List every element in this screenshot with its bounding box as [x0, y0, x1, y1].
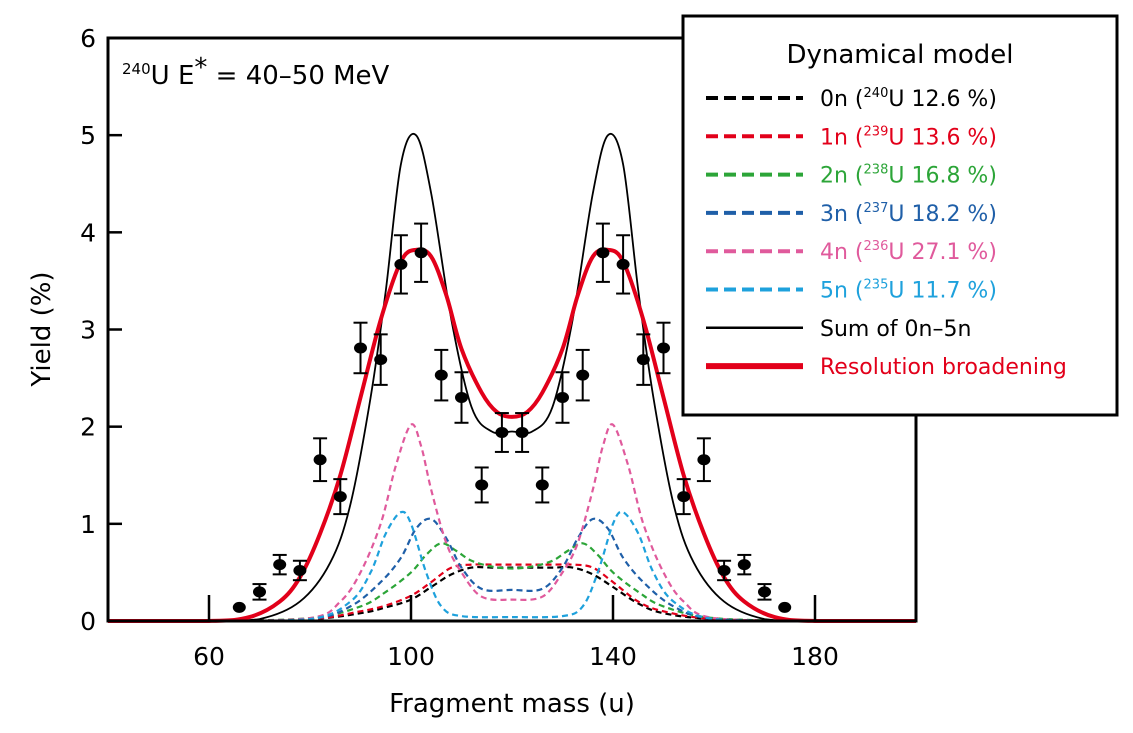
- data-marker: [515, 426, 529, 438]
- data-point: [272, 553, 287, 576]
- legend-label-4n: 4n (236U 27.1 %): [820, 239, 997, 265]
- data-marker: [455, 392, 468, 404]
- legend-label-1n: 1n (239U 13.6 %): [820, 124, 997, 150]
- series-line-4n: [108, 423, 916, 623]
- annotation-star: *: [194, 53, 207, 83]
- data-point: [454, 371, 469, 424]
- data-point: [313, 437, 328, 483]
- data-point: [333, 478, 348, 516]
- x-tick-label: 140: [589, 642, 637, 671]
- legend-label-3n: 3n (237U 18.2 %): [820, 201, 997, 227]
- data-point: [535, 466, 550, 504]
- data-point: [373, 333, 388, 386]
- data-marker: [354, 342, 367, 354]
- x-tick-label: 100: [387, 642, 435, 671]
- data-point: [434, 348, 449, 402]
- annotation-nucleus: U: [151, 61, 170, 91]
- data-marker: [636, 354, 650, 366]
- data-marker: [596, 247, 610, 259]
- data-point: [696, 437, 711, 483]
- data-marker: [758, 586, 771, 598]
- data-marker: [374, 354, 388, 366]
- data-point: [656, 321, 671, 375]
- series-line-sum: [108, 133, 916, 622]
- y-tick-label: 6: [80, 24, 96, 53]
- data-marker: [333, 491, 347, 503]
- data-marker: [535, 479, 549, 491]
- data-marker: [414, 247, 428, 259]
- model-curves: [108, 133, 916, 624]
- data-point: [252, 583, 267, 601]
- series-line-2n: [108, 542, 916, 623]
- legend-box: [681, 14, 1119, 417]
- series-line-5n: [108, 510, 916, 623]
- data-point: [676, 478, 691, 516]
- legend-label-5n: 5n (235U 11.7 %): [820, 278, 997, 304]
- data-marker: [616, 258, 630, 270]
- data-marker: [394, 258, 408, 270]
- series-line-1n: [108, 563, 916, 623]
- data-point: [575, 348, 590, 402]
- data-marker: [677, 491, 691, 503]
- data-marker: [778, 601, 792, 613]
- legend-label-res: Resolution broadening: [820, 355, 1067, 380]
- legend-label-0n: 0n (240U 12.6 %): [820, 86, 997, 112]
- data-point: [555, 371, 570, 424]
- legend: Dynamical model 0n (240U 12.6 %) 1n (239U…: [681, 14, 1119, 417]
- axes: 60 100 140 180 0 1 2 3 4 5 6: [80, 24, 839, 671]
- data-point: [717, 559, 732, 582]
- data-point: [778, 601, 792, 613]
- y-tick-label: 2: [80, 413, 96, 442]
- annotation-label: E: [178, 61, 194, 91]
- x-axis-title: Fragment mass (u): [389, 689, 635, 719]
- data-point: [232, 601, 246, 613]
- data-point: [474, 466, 489, 504]
- data-point: [757, 583, 772, 601]
- y-tick-label: 5: [80, 121, 96, 150]
- data-marker: [717, 564, 731, 576]
- data-marker: [697, 454, 711, 466]
- legend-label-sum: Sum of 0n–5n: [820, 317, 971, 342]
- legend-title: Dynamical model: [786, 40, 1013, 70]
- data-point: [515, 412, 530, 453]
- data-marker: [657, 342, 670, 354]
- x-tick-label: 180: [791, 642, 839, 671]
- data-point: [595, 222, 610, 283]
- y-tick-label: 0: [80, 607, 96, 636]
- annotation-rest: = 40–50 MeV: [207, 61, 389, 91]
- series-line-res: [108, 247, 916, 624]
- legend-label-2n: 2n (238U 16.8 %): [820, 163, 997, 189]
- y-tick-label: 3: [80, 316, 96, 345]
- data-marker: [475, 479, 489, 491]
- data-marker: [232, 601, 246, 613]
- y-tick-label: 4: [80, 218, 96, 247]
- data-point: [414, 222, 429, 283]
- data-point: [393, 234, 408, 295]
- data-point: [737, 553, 752, 576]
- data-marker: [576, 369, 590, 381]
- legend-entries: 0n (240U 12.6 %) 1n (239U 13.6 %) 2n (238U…: [706, 86, 1067, 380]
- data-marker: [495, 426, 509, 438]
- data-point: [494, 412, 509, 453]
- data-point: [353, 321, 368, 375]
- data-marker: [273, 559, 287, 571]
- data-marker: [313, 454, 327, 466]
- y-tick-label: 1: [80, 510, 96, 539]
- data-point: [616, 234, 631, 295]
- series-line-3n: [108, 517, 916, 623]
- data-point: [636, 333, 651, 386]
- data-point: [292, 559, 307, 582]
- energy-annotation: 240U E* = 40–50 MeV: [122, 53, 390, 91]
- y-axis-title: Yield (%): [27, 271, 57, 387]
- data-marker: [293, 564, 307, 576]
- x-tick-label: 60: [193, 642, 225, 671]
- experimental-points: [232, 222, 792, 613]
- data-marker: [556, 392, 569, 404]
- data-marker: [434, 369, 448, 381]
- data-marker: [737, 559, 751, 571]
- data-marker: [253, 586, 266, 598]
- annotation-mass: 240: [122, 60, 151, 78]
